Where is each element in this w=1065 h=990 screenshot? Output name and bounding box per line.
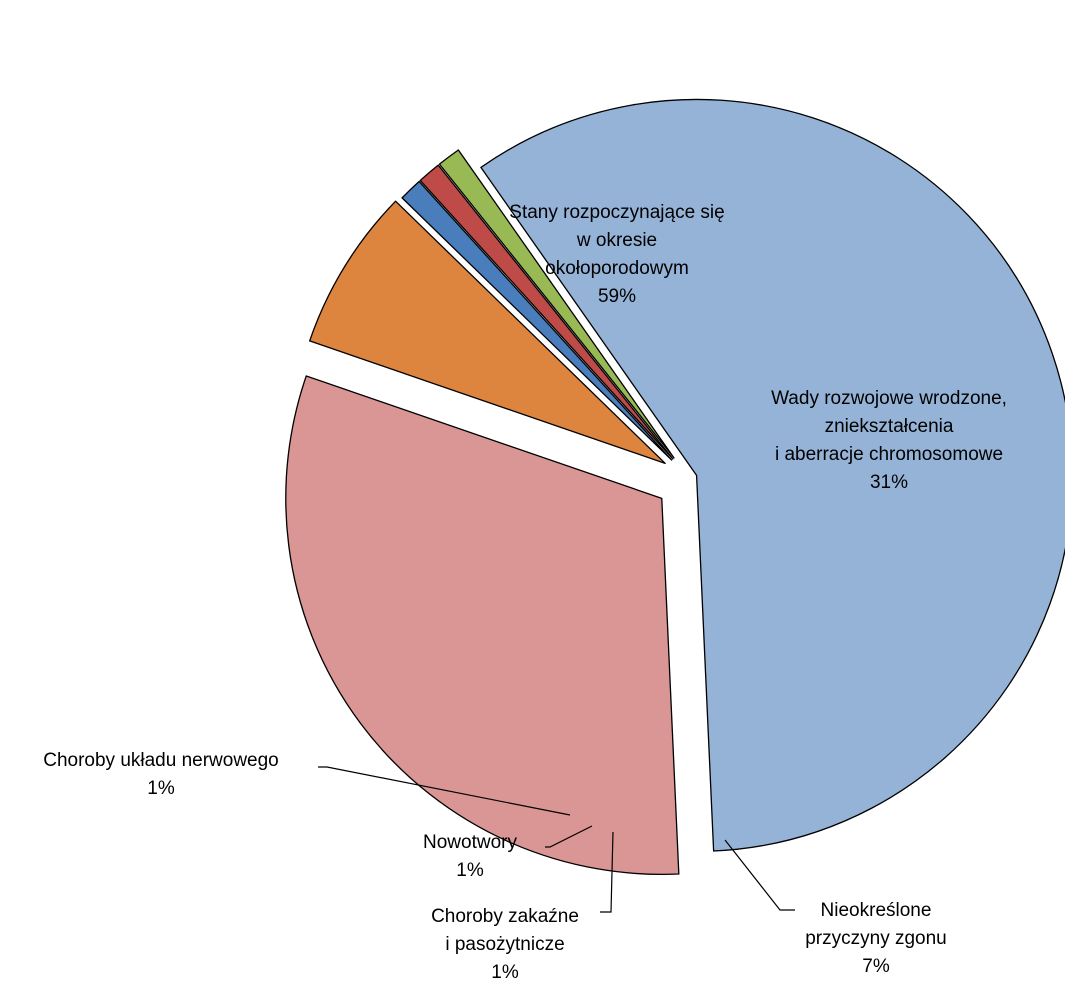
slice-percent: 1% — [456, 860, 484, 881]
data-label-nowotwory: Nowotwory 1% — [423, 832, 517, 881]
slice-name-line: zniekształcenia — [825, 416, 954, 437]
slice-name-line: i pasożytnicze — [445, 934, 564, 955]
pie-slice-choroby-zakazne — [401, 180, 673, 461]
pie-slice-choroby-ukladu-nerwowego — [438, 149, 675, 459]
slice-percent: 31% — [870, 472, 908, 493]
slice-percent: 59% — [598, 286, 636, 307]
leader-line-nowotwory — [545, 825, 593, 848]
leader-line-choroby-zakazne — [600, 831, 614, 913]
slice-name-line: przyczyny zgonu — [805, 928, 947, 949]
pie-slices — [285, 98, 1065, 876]
slice-name-line: okołoporodowym — [545, 258, 689, 279]
pie-slice-stany-rozpoczynajace-sie — [480, 98, 1065, 852]
slice-percent: 1% — [147, 778, 175, 799]
slice-percent: 1% — [491, 962, 519, 983]
pie-slice-nieokreslone — [308, 200, 666, 464]
leader-line-nieokreslone — [724, 839, 795, 911]
slice-name-line: w okresie — [576, 230, 657, 251]
slice-name-line: Nieokreślone — [821, 900, 932, 921]
slice-name-line: Choroby układu nerwowego — [43, 750, 279, 771]
slice-name-line: i aberracje chromosomowe — [775, 444, 1003, 465]
data-label-choroby-ukladu-nerwowego: Choroby układu nerwowego 1% — [43, 750, 279, 799]
pie-slice-nowotwory — [419, 164, 674, 460]
data-label-nieokreslone: Nieokreślone przyczyny zgonu 7% — [805, 900, 947, 977]
data-label-wady-rozwojowe-wrodzone: Wady rozwojowe wrodzone, zniekształcenia i… — [771, 388, 1007, 493]
data-label-choroby-zakazne: Choroby zakaźne i pasożytnicze 1% — [431, 906, 579, 983]
leader-line-choroby-ukladu-nerwowego — [318, 766, 571, 816]
slice-percent: 7% — [862, 956, 890, 977]
slice-name-line: Wady rozwojowe wrodzone, — [771, 388, 1007, 409]
leader-lines — [318, 766, 795, 913]
slice-name-line: Stany rozpoczynające się — [509, 202, 724, 223]
slice-labels: Stany rozpoczynające się w okresie okołopo… — [43, 202, 1007, 983]
slice-name-line: Choroby zakaźne — [431, 906, 579, 927]
pie-slice-wady-rozwojowe-wrodzone — [285, 375, 680, 876]
slice-name-line: Nowotwory — [423, 832, 517, 853]
data-label-stany-rozpoczynajace-sie: Stany rozpoczynające się w okresie okołopo… — [509, 202, 724, 307]
